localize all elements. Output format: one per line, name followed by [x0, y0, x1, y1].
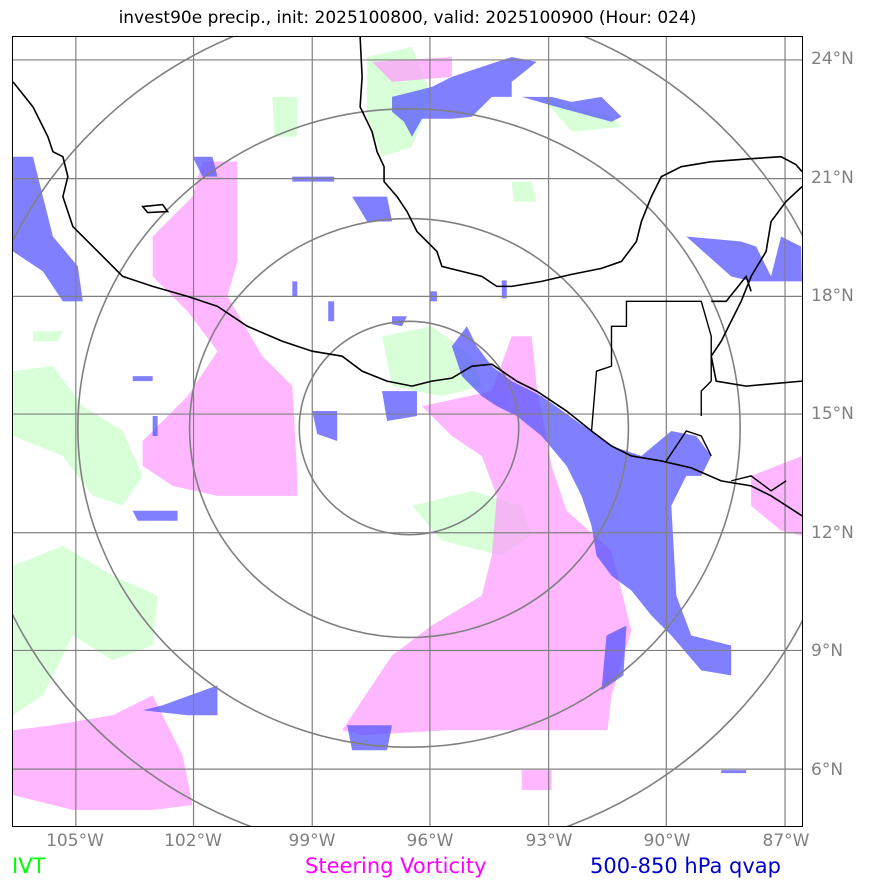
lon-label-87w: 87°W	[762, 831, 810, 851]
map-panel	[12, 36, 803, 827]
range-rings	[13, 37, 802, 826]
lat-label-18n: 18°N	[811, 286, 854, 306]
lat-label-24n: 24°N	[811, 49, 854, 69]
steering-vorticity-field	[13, 56, 802, 811]
lon-label-102w: 102°W	[164, 831, 222, 851]
country-borders	[590, 300, 787, 492]
legend-qvap: 500-850 hPa qvap	[590, 854, 781, 878]
lat-label-12n: 12°N	[811, 523, 854, 543]
lon-label-90w: 90°W	[643, 831, 691, 851]
lon-label-93w: 93°W	[525, 831, 573, 851]
lat-label-9n: 9°N	[811, 641, 844, 661]
map-title: invest90e precip., init: 2025100800, val…	[118, 8, 697, 28]
lat-label-6n: 6°N	[811, 760, 844, 780]
legend-steering-vorticity: Steering Vorticity	[305, 854, 487, 878]
coastline	[13, 37, 802, 517]
lon-label-105w: 105°W	[46, 831, 104, 851]
lat-label-21n: 21°N	[811, 168, 854, 188]
lat-label-15n: 15°N	[811, 404, 854, 424]
legend-ivt: IVT	[12, 854, 46, 878]
lon-label-99w: 99°W	[288, 831, 336, 851]
lon-label-96w: 96°W	[406, 831, 454, 851]
